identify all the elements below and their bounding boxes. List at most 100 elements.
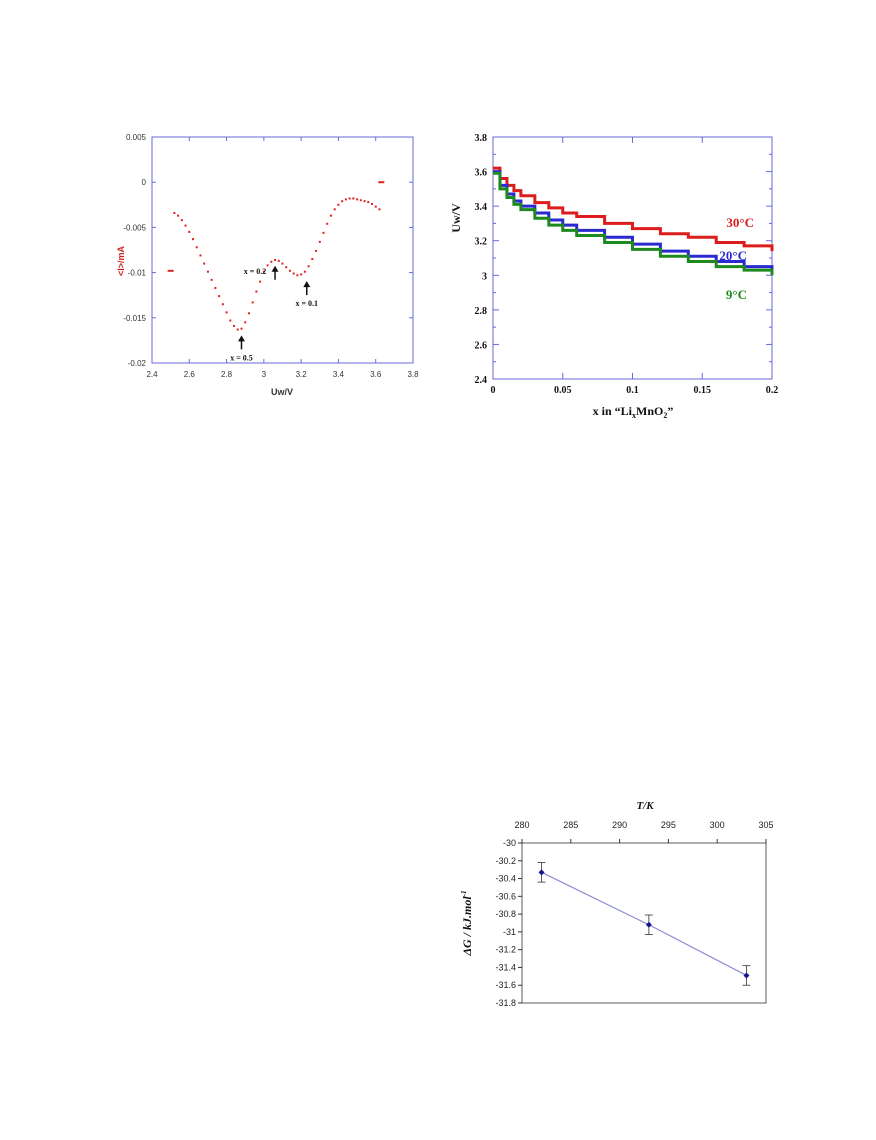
chart1-data-point [251, 301, 254, 304]
chart1-svg: 0.005 0 -0.005 -0.01 -0.015 -0.02 2.4 2.6 2.8 3 3… [116, 133, 419, 397]
chart3-y-tick-label: -31 [503, 927, 516, 937]
chart1-annotation-label: x = 0.1 [295, 299, 318, 308]
chart3-data-point [743, 972, 750, 979]
chart3-data-point [645, 921, 652, 928]
chart1-data-point [337, 203, 340, 206]
chart1-data-point [359, 199, 362, 202]
chart1-annotation-arrowhead [237, 335, 245, 342]
chart1-data-point [363, 200, 366, 203]
chart2-svg: 3.8 3.6 3.4 3.2 3 2.8 2.6 2.4 0 0.05 0.1 0.15 0.2 3… [449, 133, 778, 420]
chart3-x-tick-label: 280 [514, 820, 529, 830]
chart1-annotation-arrowhead [271, 265, 279, 272]
chart1-data-point [225, 311, 228, 314]
chart1-y-axis-label: <I>/mA [116, 245, 126, 276]
chart1-data-point [236, 328, 239, 331]
chart1-data-point [270, 260, 273, 263]
chart2-y-tick-label: 2.8 [475, 306, 488, 317]
chart1-y-tick-label: -0.01 [128, 269, 147, 278]
chart2-y-tick-label: 2.6 [475, 340, 488, 351]
chart1-x-tick-label: 3.6 [370, 370, 382, 379]
chart1-data-point [318, 240, 321, 243]
chart1-y-tick-label: -0.005 [123, 223, 146, 232]
chart1-x-tick-label: 3.4 [333, 370, 345, 379]
chart3-x-axis-label: T/K [636, 800, 654, 812]
chart1-data-point [292, 272, 295, 275]
chart1-data-point [221, 303, 224, 306]
chart1-y-tick-label: 0 [142, 178, 147, 187]
chart1-data-point [374, 205, 377, 208]
chart2-x-tick-label: 0 [491, 385, 496, 396]
chart3-y-tick-label: -30 [503, 838, 516, 848]
chart2-x-tick-label: 0.05 [554, 385, 572, 396]
chart3-y-tick-label: -30.2 [495, 856, 516, 866]
chart2-y-tick-label: 3.4 [475, 202, 488, 213]
chart3-x-tick-label: 285 [563, 820, 578, 830]
chart2-y-tick-label: 3.6 [475, 168, 488, 179]
chart3-x-tick-label: 290 [612, 820, 627, 830]
chart1-data-point [240, 327, 243, 330]
chart1-data-point [195, 246, 198, 249]
chart3-y-tick-label: -31.6 [495, 980, 516, 990]
chart1-data-point [180, 219, 183, 222]
chart1-x-axis-label: Uw/V [271, 387, 293, 397]
chart1-data-point [370, 202, 373, 205]
chart1-data-point [206, 270, 209, 273]
chart3-plot-frame [521, 842, 767, 1004]
chart1-annotation-arrowhead [303, 281, 311, 288]
chart1-data-point [296, 274, 299, 277]
chart1-data-point [210, 278, 213, 281]
chart1-data-point [322, 231, 325, 234]
chart1-data-point [326, 222, 329, 225]
chart1-data-point [315, 249, 318, 252]
chart1-data-point [199, 254, 202, 257]
chart1-data-point [203, 262, 206, 265]
chart2-x-axis-label: x in “LixMnO2” [593, 404, 674, 420]
chart3-y-tick-label: -30.6 [495, 891, 516, 901]
chart1-x-tick-label: 3 [262, 370, 267, 379]
chart1-data-point [247, 312, 250, 315]
chart-current-vs-potential: 0.005 0 -0.005 -0.01 -0.015 -0.02 2.4 2.6 2.8 3 3… [110, 128, 430, 418]
chart1-data-point [244, 321, 247, 324]
chart3-svg: T/K 280 285 290 295 300 305 -30 -30.2 -30.4 -30.… [460, 800, 774, 1008]
chart3-x-tick-label: 300 [710, 820, 725, 830]
chart1-y-tick-label: -0.015 [123, 314, 146, 323]
chart1-data-point [307, 265, 310, 268]
chart1-data-point [285, 266, 288, 269]
chart1-data-point [177, 214, 180, 217]
chart1-data-point [274, 258, 277, 261]
chart1-data-point [192, 238, 195, 241]
chart1-data-point [303, 270, 306, 273]
chart1-y-tick-label: 0.005 [126, 133, 147, 142]
chart1-data-point [333, 208, 336, 211]
chart1-data-point [352, 197, 355, 200]
chart3-y-tick-label: -30.8 [495, 909, 516, 919]
chart1-data-point [300, 273, 303, 276]
chart2-y-tick-label: 3 [482, 271, 487, 282]
chart1-data-point [311, 258, 314, 261]
chart3-y-tick-label: -31.4 [495, 962, 516, 972]
chart1-x-tick-label: 2.4 [146, 370, 158, 379]
chart2-x-tick-label: 0.15 [694, 385, 712, 396]
chart3-y-tick-label: -31.2 [495, 945, 516, 955]
chart1-annotation-label: x = 0.2 [244, 267, 267, 276]
chart1-data-point [218, 295, 221, 298]
chart3-series-line [541, 871, 747, 976]
chart1-data-point [214, 286, 217, 289]
chart1-data-point [255, 290, 258, 293]
chart1-data-point [167, 269, 174, 272]
chart1-plot-frame [151, 136, 414, 364]
chart1-data-point [378, 181, 385, 184]
chart1-data-point [356, 198, 359, 201]
chart1-data-point [184, 224, 187, 227]
chart2-series-line [493, 166, 774, 252]
chart3-data-point [538, 869, 545, 876]
chart1-x-tick-label: 2.8 [221, 370, 233, 379]
chart2-series-line [493, 170, 774, 272]
chart1-data-point [367, 201, 370, 204]
chart1-data-point [233, 324, 236, 327]
chart2-series-line [493, 171, 774, 276]
chart-gibbs-vs-temperature: T/K 280 285 290 295 300 305 -30 -30.2 -30.4 -30.… [455, 795, 785, 1015]
chart1-data-point [277, 259, 280, 262]
chart3-y-axis-label: ΔG / kJ.mol-1 [460, 890, 474, 956]
chart1-data-point [259, 280, 262, 283]
